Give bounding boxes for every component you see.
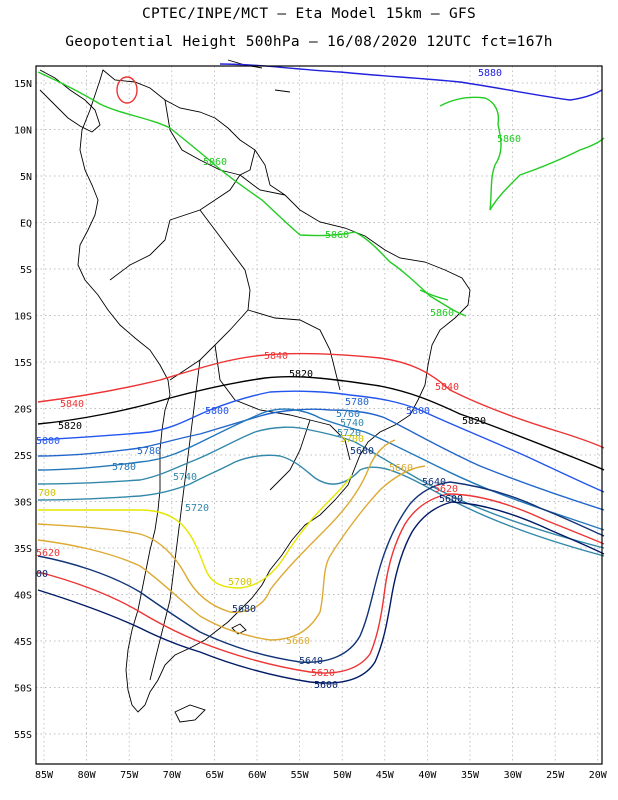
lon-label: 65W (205, 770, 224, 781)
lat-label: 35S (14, 544, 32, 555)
lon-label: 20W (589, 770, 608, 781)
lon-label: 60W (248, 770, 267, 781)
label-5760-a: 5760 (336, 409, 360, 420)
lon-label: 70W (163, 770, 182, 781)
label-5640-b: 5640 (422, 477, 446, 488)
contour-5700 (38, 474, 353, 589)
country-borders (109, 99, 351, 681)
south-america-coastline (77, 69, 471, 713)
tierra-del-fuego (174, 704, 206, 723)
label-5780-c: 5780 (112, 462, 136, 473)
contour-5860-isle (419, 289, 449, 301)
contour-5860-atlantic (439, 96, 605, 211)
chart-title: CPTEC/INPE/MCT – Eta Model 15km – GFS (141, 6, 477, 22)
lon-label: 35W (461, 770, 480, 781)
label-5860-b: 5860 (325, 230, 349, 241)
lon-label: 75W (120, 770, 139, 781)
label-5800-b: 5800 (36, 436, 60, 447)
label-5660-a: 5660 (286, 636, 310, 647)
lon-label: 45W (376, 770, 395, 781)
contour-5860-cell (116, 76, 138, 104)
label-5820-b: 5820 (58, 421, 82, 432)
contour-5680 (37, 439, 396, 613)
label-5620-b: 5620 (311, 668, 335, 679)
label-5700-c: 700 (38, 488, 56, 499)
grid (36, 66, 602, 764)
label-5620-c: 5620 (434, 484, 458, 495)
lon-label: 80W (78, 770, 97, 781)
chart-subtitle: Geopotential Height 500hPa – 16/08/2020 … (65, 34, 553, 50)
lat-label: 5S (20, 265, 32, 276)
lat-label: 10S (14, 312, 32, 323)
lon-label: 40W (418, 770, 437, 781)
coastlines (39, 59, 471, 723)
lon-label: 50W (333, 770, 352, 781)
longitude-labels: 85W 80W 75W 70W 65W 60W 55W 50W 45W 40W 35W 30W 25W 2… (35, 770, 608, 781)
contour-5840 (37, 352, 605, 449)
contour-5620 (37, 493, 605, 674)
contour-5720 (37, 454, 605, 557)
label-5720-a: 5720 (185, 503, 209, 514)
label-5740-b: 5740 (340, 418, 364, 429)
label-5600-c: 00 (36, 569, 48, 580)
label-5840-a: 5840 (264, 351, 288, 362)
label-5600-a: 5600 (314, 680, 338, 691)
lon-label: 55W (291, 770, 310, 781)
lat-label: 45S (14, 637, 32, 648)
latitude-labels: 15N 10N 5N EQ 5S 10S 15S 20S 25S 30S 35S 40S 45S 50S 5… (14, 79, 32, 741)
label-5860-a: 5860 (203, 157, 227, 168)
map-frame (35, 65, 603, 765)
label-5740-a: 5740 (173, 472, 197, 483)
label-5780-a: 5780 (137, 446, 161, 457)
label-5820-c: 5820 (462, 416, 486, 427)
lat-label: 15S (14, 358, 32, 369)
label-5640-a: 5640 (299, 656, 323, 667)
contour-5640 (37, 481, 605, 663)
label-5680-a: 5680 (232, 604, 256, 615)
lat-label: 50S (14, 684, 32, 695)
label-5780-b: 5780 (345, 397, 369, 408)
label-5600-b: 5600 (439, 494, 463, 505)
central-america-coastline (39, 69, 101, 133)
lon-label: 30W (504, 770, 523, 781)
lat-label: 55S (14, 730, 32, 741)
label-5660-b: 5660 (389, 463, 413, 474)
contours (37, 63, 605, 684)
contour-5820 (37, 376, 605, 471)
lat-label: 10N (14, 126, 32, 137)
label-5720-b: 5720 (337, 428, 361, 439)
lat-label: 25S (14, 451, 32, 462)
label-5840-b: 5840 (60, 399, 84, 410)
label-5700-a: 5700 (228, 577, 252, 588)
label-5840-c: 5840 (435, 382, 459, 393)
label-5820-a: 5820 (289, 369, 313, 380)
lat-label: 40S (14, 591, 32, 602)
contour-5660 (37, 465, 426, 641)
lon-label: 85W (35, 770, 54, 781)
label-5700-b: 5700 (340, 434, 364, 445)
lat-label: 15N (14, 79, 32, 90)
label-5800-c: 5800 (406, 406, 430, 417)
lat-label: 30S (14, 498, 32, 509)
contour-5740 (37, 426, 605, 549)
label-5680-b: 5680 (350, 446, 374, 457)
contour-5860-north (37, 71, 467, 317)
contour-5800 (37, 390, 605, 493)
lat-label: EQ (20, 219, 32, 230)
contour-5600 (37, 501, 605, 684)
label-5800-a: 5800 (205, 406, 229, 417)
contour-5780 (37, 408, 605, 511)
lon-label: 25W (546, 770, 565, 781)
lat-label: 20S (14, 405, 32, 416)
label-5880: 5880 (478, 68, 502, 79)
label-5860-d: 5860 (430, 308, 454, 319)
contour-labels: 5880 5860 5860 5860 5860 5840 5840 5840 … (36, 68, 521, 691)
lat-label: 5N (20, 172, 32, 183)
label-5620-a: 5620 (36, 548, 60, 559)
contour-5880 (219, 63, 603, 101)
label-5860-c: 5860 (497, 134, 521, 145)
